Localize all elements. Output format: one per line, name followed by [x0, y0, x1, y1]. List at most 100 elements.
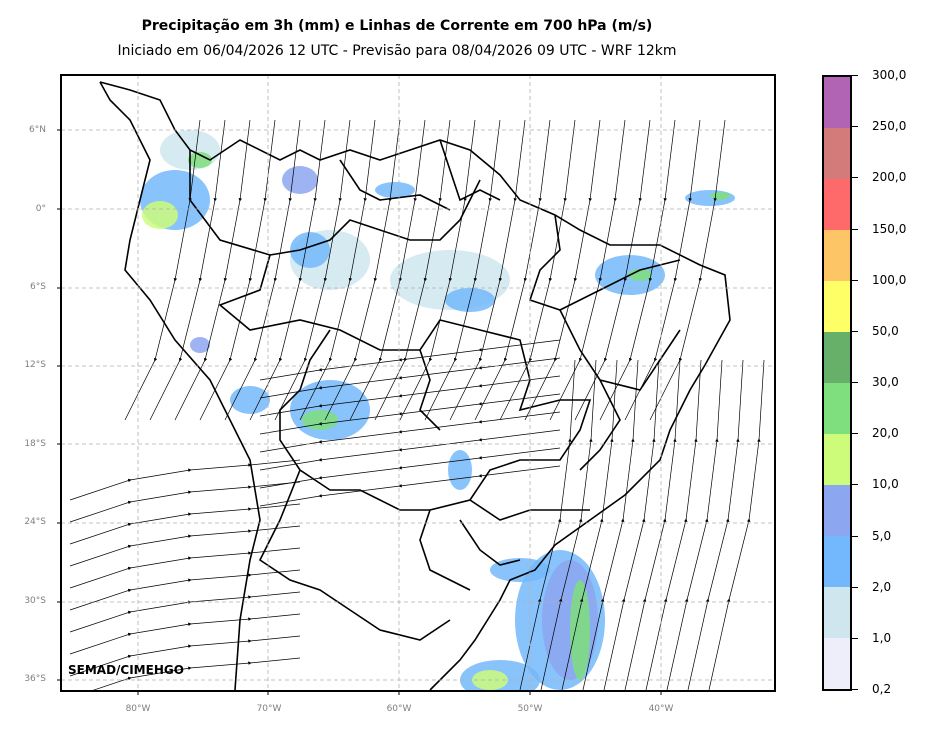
- colorbar-label: 5,0: [872, 528, 892, 543]
- lon-label: 50°W: [517, 704, 543, 714]
- streamline: [89, 657, 301, 691]
- precipitation-area: [302, 410, 338, 430]
- colorbar-tick: [852, 228, 858, 230]
- streamline: [259, 357, 561, 399]
- lat-label: 36°S: [24, 674, 46, 684]
- map-background: [61, 75, 775, 691]
- colorbar-tick: [852, 689, 858, 690]
- precipitation-area: [142, 201, 178, 229]
- streamline: [69, 503, 301, 545]
- colorbar-segment: [824, 230, 850, 281]
- colorbar-segment: [824, 281, 850, 332]
- lat-label: 30°S: [24, 596, 46, 606]
- colorbar-label: 300,0: [872, 68, 907, 82]
- precipitation-area: [570, 580, 590, 680]
- streamline: [249, 119, 326, 421]
- streamline: [624, 119, 701, 421]
- colorbar-tick: [852, 177, 858, 179]
- colorbar-label: 1,0: [872, 630, 892, 645]
- colorbar-segment: [824, 332, 850, 383]
- colorbar-tick: [852, 637, 858, 639]
- streamline: [69, 459, 301, 501]
- colorbar-label: 150,0: [872, 221, 907, 236]
- lon-label: 60°W: [386, 704, 412, 714]
- lat-label: 12°S: [24, 360, 46, 370]
- colorbar-segment: [824, 587, 850, 638]
- map-subtitle: Iniciado em 06/04/2026 12 UTC - Previsão…: [117, 43, 677, 59]
- lat-label: 6°S: [30, 282, 46, 292]
- lon-label: 80°W: [125, 704, 151, 714]
- streamline: [524, 119, 601, 421]
- streamline: [708, 359, 765, 691]
- country-borders: [99, 81, 731, 691]
- colorbar-label: 100,0: [872, 272, 907, 287]
- streamline: [474, 119, 551, 421]
- streamline: [259, 447, 561, 489]
- colorbar-label: 50,0: [872, 323, 899, 338]
- colorbar-segment: [824, 128, 850, 179]
- colorbar-segment: [824, 179, 850, 230]
- colorbar-tick: [852, 75, 858, 76]
- streamline: [274, 119, 351, 421]
- streamline: [224, 119, 301, 421]
- precipitation-area: [448, 450, 472, 490]
- colorbar-label: 250,0: [872, 119, 907, 134]
- colorbar-tick: [852, 535, 858, 537]
- lat-label: 18°S: [24, 439, 46, 449]
- streamline: [69, 481, 301, 523]
- colorbar-label: 30,0: [872, 375, 899, 389]
- lat-label: 6°N: [29, 125, 46, 135]
- streamline: [259, 411, 561, 453]
- precipitation-area: [188, 152, 212, 168]
- colorbar-tick: [852, 382, 858, 383]
- colorbar-label: 20,0: [872, 426, 899, 441]
- precipitation-area: [710, 192, 730, 200]
- streamline: [149, 119, 226, 421]
- lat-label: 24°S: [24, 517, 46, 527]
- colorbar-tick: [852, 126, 858, 128]
- precipitation-area: [375, 182, 415, 198]
- precipitation-area: [282, 166, 318, 194]
- lon-label: 70°W: [256, 704, 282, 714]
- colorbar-segment: [824, 485, 850, 536]
- colorbar-label: 2,0: [872, 579, 892, 594]
- colorbar-tick: [852, 484, 858, 486]
- streamline: [69, 635, 301, 677]
- colorbar-tick: [852, 433, 858, 435]
- colorbar-label: 0,2: [872, 682, 892, 696]
- streamline: [69, 613, 301, 655]
- lat-label: 0°: [35, 204, 46, 214]
- colorbar-segment: [824, 383, 850, 434]
- streamline: [69, 569, 301, 611]
- streamline: [549, 119, 626, 421]
- streamline: [499, 119, 576, 421]
- map-frame: [60, 74, 776, 692]
- streamline: [649, 119, 726, 421]
- streamline: [259, 429, 561, 471]
- streamline: [259, 465, 561, 507]
- colorbar-label: 10,0: [872, 477, 899, 492]
- streamline: [69, 547, 301, 589]
- streamline: [259, 339, 561, 381]
- colorbar-segment: [824, 638, 850, 689]
- streamline: [174, 119, 251, 421]
- lon-label: 40°W: [648, 704, 674, 714]
- colorbar-tick: [852, 330, 858, 332]
- colorbar: [822, 75, 852, 691]
- colorbar-tick: [852, 586, 858, 588]
- streamline: [124, 119, 201, 421]
- streamline: [599, 119, 676, 421]
- graticule: [61, 75, 775, 691]
- credit-label: SEMAD/CIMEHGO: [68, 663, 184, 677]
- colorbar-segment: [824, 77, 850, 128]
- precipitation-area: [230, 386, 270, 414]
- streamline: [69, 525, 301, 567]
- colorbar-segment: [824, 536, 850, 587]
- streamline: [259, 375, 561, 417]
- colorbar-label: 200,0: [872, 170, 907, 185]
- colorbar-tick: [852, 279, 858, 281]
- colorbar-segment: [824, 434, 850, 485]
- streamline: [259, 393, 561, 435]
- map-title: Precipitação em 3h (mm) e Linhas de Corr…: [141, 18, 653, 34]
